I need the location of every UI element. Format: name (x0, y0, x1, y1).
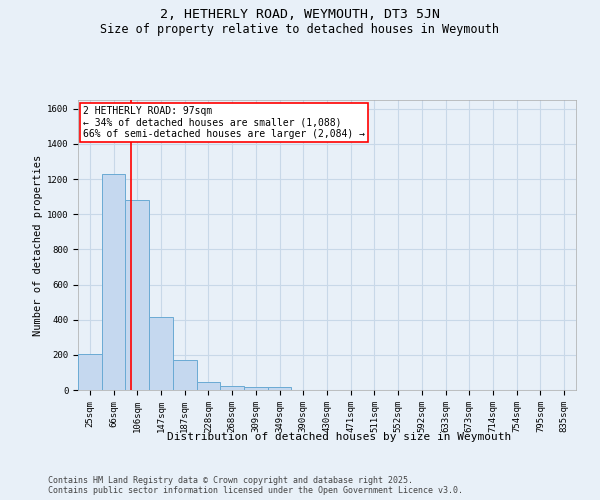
Text: 2 HETHERLY ROAD: 97sqm
← 34% of detached houses are smaller (1,088)
66% of semi-: 2 HETHERLY ROAD: 97sqm ← 34% of detached… (83, 106, 365, 139)
Bar (78, 354, 102, 390)
Bar (268, 388, 292, 390)
Text: Size of property relative to detached houses in Weymouth: Size of property relative to detached ho… (101, 22, 499, 36)
Text: Distribution of detached houses by size in Weymouth: Distribution of detached houses by size … (167, 432, 511, 442)
Bar (244, 388, 268, 390)
Y-axis label: Number of detached properties: Number of detached properties (32, 154, 43, 336)
Text: 2, HETHERLY ROAD, WEYMOUTH, DT3 5JN: 2, HETHERLY ROAD, WEYMOUTH, DT3 5JN (160, 8, 440, 20)
Bar (173, 360, 197, 390)
Bar (197, 382, 220, 390)
Bar (102, 174, 125, 390)
Bar (149, 317, 173, 390)
Text: Contains HM Land Registry data © Crown copyright and database right 2025.
Contai: Contains HM Land Registry data © Crown c… (48, 476, 463, 495)
Bar (220, 386, 244, 390)
Bar (125, 200, 149, 390)
